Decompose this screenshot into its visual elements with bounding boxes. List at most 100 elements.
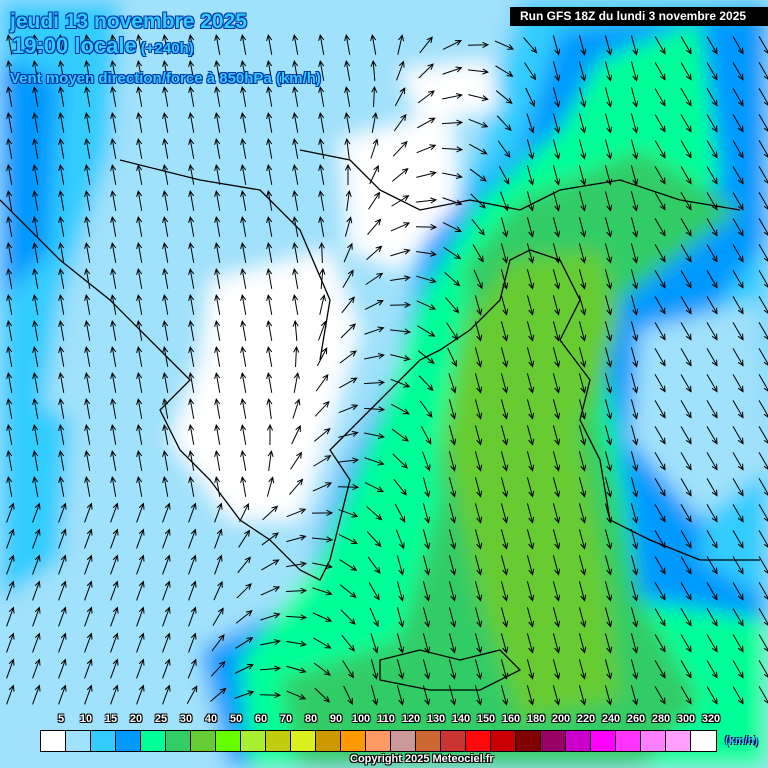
wind-arrow xyxy=(32,294,39,315)
wind-arrow xyxy=(84,242,91,263)
wind-arrow xyxy=(58,372,65,393)
wind-arrow xyxy=(58,112,65,133)
copyright: Copyright 2025 Meteociel.fr xyxy=(350,753,494,765)
wind-arrow xyxy=(680,660,692,679)
wind-arrow xyxy=(578,633,587,654)
wind-arrow xyxy=(311,536,334,543)
wind-arrow xyxy=(578,269,587,290)
wind-arrow xyxy=(654,348,666,367)
wind-arrow xyxy=(706,114,718,133)
wind-arrow xyxy=(500,555,509,576)
wind-arrow xyxy=(286,508,307,518)
wind-arrow xyxy=(338,509,359,518)
wind-arrow xyxy=(680,218,692,237)
wind-arrow xyxy=(680,426,692,445)
wind-arrow xyxy=(136,502,145,523)
wind-arrow xyxy=(422,581,431,602)
wind-arrow xyxy=(162,346,169,367)
coastlines xyxy=(0,149,760,691)
wind-arrow xyxy=(84,684,93,705)
wind-arrow xyxy=(32,112,39,133)
wind-arrow xyxy=(448,659,457,680)
wind-arrow xyxy=(654,374,666,393)
wind-arrow xyxy=(441,146,464,153)
wind-arrow xyxy=(58,138,65,159)
wind-arrow xyxy=(136,112,143,133)
wind-arrow xyxy=(188,554,197,575)
wind-arrow xyxy=(319,267,326,290)
wind-arrow xyxy=(110,372,117,393)
wind-arrow xyxy=(526,373,535,394)
legend-label: 320 xyxy=(701,713,721,725)
wind-arrow xyxy=(32,684,41,705)
wind-arrow xyxy=(552,35,561,56)
wind-arrow xyxy=(136,658,145,679)
wind-arrow xyxy=(367,218,382,235)
wind-arrow xyxy=(364,353,385,360)
wind-arrow xyxy=(313,637,332,649)
wind-arrow xyxy=(344,112,351,133)
wind-arrow xyxy=(474,607,483,628)
wind-arrow xyxy=(706,504,718,523)
wind-arrow xyxy=(262,505,279,521)
wind-arrow xyxy=(32,580,41,601)
color-legend xyxy=(40,730,717,752)
legend-label: 130 xyxy=(426,713,446,725)
wind-arrow xyxy=(445,297,460,314)
wind-arrow xyxy=(630,529,639,550)
wind-arrow xyxy=(524,62,537,81)
legend-label: 100 xyxy=(351,713,371,725)
wind-arrow xyxy=(186,685,198,705)
wind-arrow xyxy=(6,554,15,575)
wind-arrow xyxy=(552,503,561,524)
wind-arrow xyxy=(32,398,39,419)
legend-label: 110 xyxy=(377,713,395,725)
wind-arrow xyxy=(6,190,13,211)
wind-arrow xyxy=(552,165,561,186)
wind-arrow xyxy=(338,404,359,414)
wind-arrow xyxy=(604,243,613,264)
wind-arrow xyxy=(188,606,197,627)
wind-arrow xyxy=(32,424,39,445)
wind-arrow xyxy=(234,690,255,699)
legend-swatch xyxy=(91,731,116,751)
wind-arrow xyxy=(630,113,639,134)
wind-arrow xyxy=(552,477,561,498)
wind-arrow xyxy=(110,268,117,289)
wind-arrow xyxy=(110,424,117,445)
wind-arrow xyxy=(314,687,331,703)
wind-arrow xyxy=(604,191,613,212)
wind-arrow xyxy=(6,502,15,523)
wind-arrow xyxy=(390,328,412,335)
wind-arrow xyxy=(630,633,639,654)
wind-arrow xyxy=(286,640,307,647)
wind-arrow xyxy=(339,559,358,572)
wind-arrow xyxy=(525,87,535,108)
wind-arrow xyxy=(758,192,768,210)
wind-arrow xyxy=(136,606,145,627)
wind-arrow xyxy=(654,634,666,653)
wind-arrow xyxy=(526,503,535,524)
wind-arrow xyxy=(680,556,692,575)
wind-arrow xyxy=(136,398,143,419)
wind-arrow xyxy=(552,87,561,108)
wind-arrow xyxy=(732,478,744,497)
wind-arrow xyxy=(758,374,768,392)
wind-arrow xyxy=(500,451,509,472)
wind-arrow xyxy=(312,587,333,596)
wind-arrow xyxy=(500,503,509,524)
wind-arrow xyxy=(162,320,169,341)
wind-arrow xyxy=(266,320,273,341)
wind-arrow xyxy=(496,115,512,132)
wind-arrow xyxy=(604,659,613,680)
wind-arrow xyxy=(211,634,225,652)
wind-arrow xyxy=(110,60,117,81)
wind-arrow xyxy=(162,580,171,601)
wind-arrow xyxy=(732,140,744,159)
wind-arrow xyxy=(758,426,768,444)
wind-arrow xyxy=(337,484,360,491)
wind-arrow xyxy=(32,320,39,341)
wind-arrow xyxy=(162,502,171,523)
wind-arrow xyxy=(474,529,483,550)
forecast-date: jeudi 13 novembre 2025 xyxy=(10,10,247,33)
